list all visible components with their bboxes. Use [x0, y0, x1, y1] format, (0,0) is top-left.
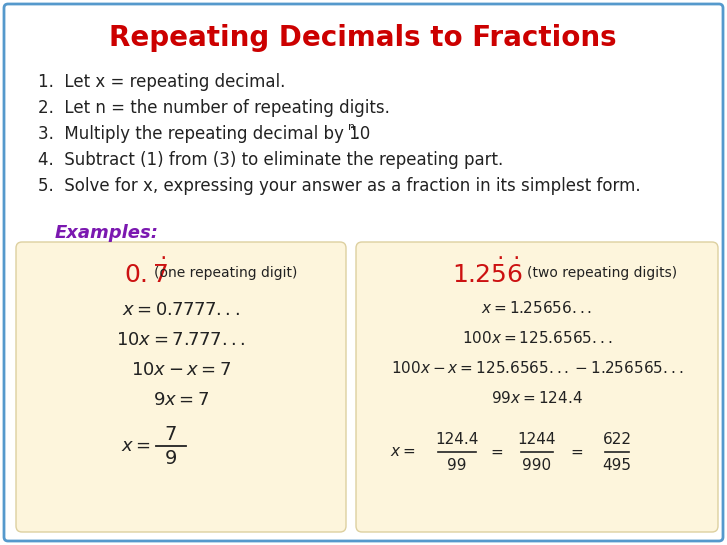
Text: =: = — [571, 445, 583, 459]
Text: 1.  Let x = repeating decimal.: 1. Let x = repeating decimal. — [38, 73, 286, 91]
Text: $100x = 125.6565...$: $100x = 125.6565...$ — [462, 330, 612, 346]
Text: 124.4: 124.4 — [435, 432, 478, 446]
Text: $9x = 7$: $9x = 7$ — [153, 391, 209, 409]
Text: Repeating Decimals to Fractions: Repeating Decimals to Fractions — [109, 24, 616, 52]
Text: 622: 622 — [603, 432, 632, 446]
Text: 4.  Subtract (1) from (3) to eliminate the repeating part.: 4. Subtract (1) from (3) to eliminate th… — [38, 151, 503, 169]
Text: Examples:: Examples: — [55, 224, 159, 242]
Text: (two repeating digits): (two repeating digits) — [527, 266, 677, 280]
Text: 2.  Let n = the number of repeating digits.: 2. Let n = the number of repeating digit… — [38, 99, 390, 117]
Text: $x = 0.7777...$: $x = 0.7777...$ — [122, 301, 240, 319]
Text: 1244: 1244 — [518, 432, 556, 446]
Text: 5.  Solve for x, expressing your answer as a fraction in its simplest form.: 5. Solve for x, expressing your answer a… — [38, 177, 640, 195]
Text: n: n — [348, 122, 355, 132]
FancyBboxPatch shape — [4, 4, 723, 541]
Text: 7: 7 — [165, 425, 177, 444]
Text: $10x = 7.777...$: $10x = 7.777...$ — [116, 331, 246, 349]
FancyBboxPatch shape — [356, 242, 718, 532]
Text: =: = — [491, 445, 503, 459]
Text: 495: 495 — [603, 457, 632, 473]
Text: $100x - x = 125.6565... - 1.256565...$: $100x - x = 125.6565... - 1.256565...$ — [391, 360, 683, 376]
Text: .: . — [354, 125, 359, 143]
FancyBboxPatch shape — [16, 242, 346, 532]
Text: $x =$: $x =$ — [121, 437, 151, 455]
Text: $x =$: $x =$ — [390, 445, 416, 459]
Text: 3.  Multiply the repeating decimal by 10: 3. Multiply the repeating decimal by 10 — [38, 125, 370, 143]
Text: $99x = 124.4$: $99x = 124.4$ — [491, 390, 583, 406]
Text: $x = 1.25656...$: $x = 1.25656...$ — [481, 300, 593, 316]
Text: 99: 99 — [447, 457, 467, 473]
Text: $10x - x = 7$: $10x - x = 7$ — [131, 361, 231, 379]
Text: 9: 9 — [165, 450, 177, 469]
Text: $1.2\dot{5}\dot{6}$: $1.2\dot{5}\dot{6}$ — [451, 258, 522, 288]
Text: 990: 990 — [523, 457, 552, 473]
Text: $0.\dot{7}$: $0.\dot{7}$ — [124, 258, 168, 288]
Text: (one repeating digit): (one repeating digit) — [154, 266, 297, 280]
